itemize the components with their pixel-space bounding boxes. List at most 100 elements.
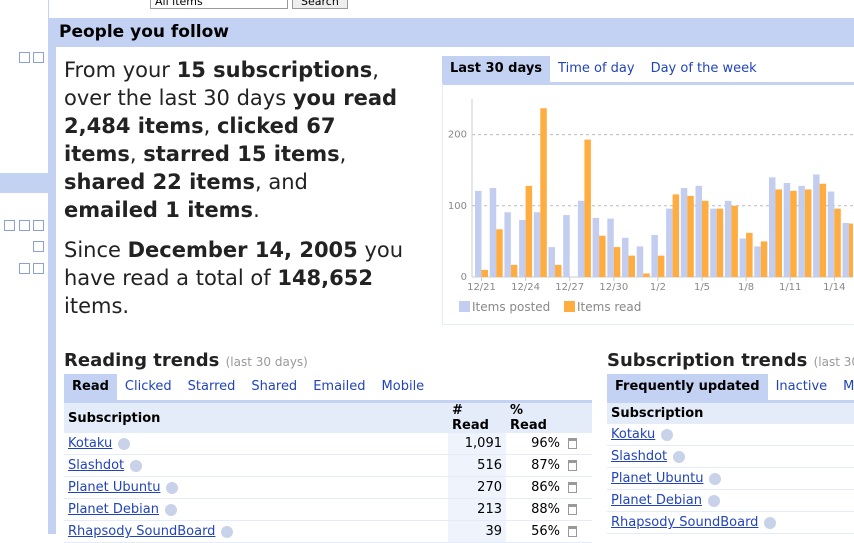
go-icon[interactable] — [707, 494, 720, 507]
tab[interactable]: Read — [64, 374, 117, 400]
add-icon[interactable] — [19, 220, 30, 231]
subscription-link[interactable]: Rhapsody SoundBoard — [611, 515, 759, 530]
x-tick-label: 12/21 — [467, 282, 496, 293]
sidebar — [0, 0, 49, 534]
table: Subscription # Read% Read Kotaku 1,091 96% Sl… — [64, 400, 592, 543]
go-icon[interactable] — [118, 437, 131, 450]
legend-swatch — [564, 301, 575, 312]
trash-icon[interactable] — [568, 460, 577, 471]
menu-icon[interactable] — [33, 52, 44, 63]
subscription-link[interactable]: Planet Debian — [68, 502, 159, 517]
comment-icon[interactable] — [4, 220, 15, 231]
section-title: Reading trends (last 30 days) — [64, 350, 592, 371]
cell — [564, 520, 592, 543]
tab[interactable]: Most — [843, 379, 854, 394]
collapse-icon[interactable] — [19, 263, 30, 274]
bar — [666, 208, 673, 277]
subscription-link[interactable]: Planet Ubuntu — [611, 471, 704, 486]
bar — [739, 238, 747, 277]
summary: From your 15 subscriptions, over the las… — [64, 56, 404, 332]
cell: Rhapsody SoundBoard — [64, 520, 448, 543]
subscription-link[interactable]: Slashdot — [68, 458, 125, 473]
table: Subscription Kotaku Slashdot Planet Ubuntu P… — [607, 400, 854, 534]
tab[interactable]: Inactive — [775, 379, 828, 394]
row: Planet Ubuntu — [607, 467, 854, 490]
subscription-link[interactable]: Planet Debian — [611, 493, 702, 508]
y-tick-label: 100 — [448, 201, 467, 212]
tab[interactable]: Clicked — [124, 379, 172, 394]
cell: Slashdot — [64, 454, 448, 477]
trash-icon[interactable] — [568, 504, 577, 515]
trash-icon[interactable] — [568, 482, 577, 493]
summary-text: , — [129, 142, 144, 166]
bar — [613, 247, 621, 277]
subscription-link[interactable]: Slashdot — [611, 449, 668, 464]
go-icon[interactable] — [221, 525, 234, 538]
bar — [760, 241, 768, 277]
bar — [804, 189, 812, 277]
bar — [746, 232, 753, 277]
tab[interactable]: Last 30 days — [442, 56, 551, 82]
summary-text: clicked 67 items — [64, 114, 336, 166]
subscription-link[interactable]: Planet Ubuntu — [68, 480, 161, 495]
cell — [564, 433, 592, 455]
summary-text: , — [203, 114, 217, 138]
tab[interactable]: Emailed — [313, 379, 366, 394]
summary-text: , over the last 30 days — [64, 58, 379, 110]
bar — [716, 208, 724, 277]
collapse-icon[interactable] — [19, 52, 30, 63]
go-icon[interactable] — [166, 481, 179, 494]
go-icon[interactable] — [673, 450, 686, 463]
menu-icon[interactable] — [33, 220, 44, 231]
row: Planet Debian 213 88% — [64, 498, 592, 521]
subscription-link[interactable]: Rhapsody SoundBoard — [68, 524, 216, 539]
trash-icon[interactable] — [568, 526, 577, 537]
cell: Kotaku — [64, 433, 448, 455]
tab[interactable]: Day of the week — [650, 61, 757, 76]
subscription-link[interactable]: Kotaku — [68, 436, 113, 451]
selected-nav[interactable] — [0, 173, 48, 193]
tab[interactable]: Time of day — [558, 61, 635, 76]
go-icon[interactable] — [164, 503, 177, 516]
bar — [548, 247, 555, 277]
legend-label: Items read — [577, 300, 641, 314]
go-icon[interactable] — [709, 472, 722, 485]
cell: 56% — [506, 520, 564, 543]
cell: 96% — [506, 433, 564, 455]
trash-icon[interactable] — [568, 438, 577, 449]
scope-select[interactable]: All items — [150, 0, 288, 9]
column-header-spacer — [564, 400, 592, 433]
tab[interactable]: Shared — [251, 379, 298, 394]
search-button[interactable]: Search — [292, 0, 348, 9]
go-icon[interactable] — [130, 459, 143, 472]
go-icon[interactable] — [764, 516, 777, 529]
bar — [680, 188, 688, 277]
x-tick-label: 1/8 — [738, 282, 754, 293]
cell: Planet Ubuntu — [607, 467, 854, 490]
add-icon[interactable] — [33, 241, 44, 252]
collapse-strip[interactable] — [48, 47, 56, 534]
section-title-text: Reading trends — [64, 350, 220, 371]
tab[interactable]: Frequently updated — [607, 374, 768, 400]
bar — [510, 264, 518, 277]
go-icon[interactable] — [661, 428, 674, 441]
tab[interactable]: Starred — [187, 379, 236, 394]
cell: 39 — [448, 520, 506, 543]
tab[interactable]: Mobile — [381, 379, 425, 394]
summary-text: , — [339, 142, 347, 166]
summary-text: starred 15 items — [143, 142, 340, 166]
cell: 86% — [506, 476, 564, 499]
column-header: # Read — [448, 400, 506, 433]
bar — [834, 208, 841, 277]
subscription-link[interactable]: Kotaku — [611, 427, 656, 442]
section-title-text: Subscription trends — [607, 350, 808, 371]
menu-icon[interactable] — [33, 263, 44, 274]
bar — [842, 222, 849, 277]
cell: Planet Debian — [607, 489, 854, 512]
cell: Slashdot — [607, 445, 854, 468]
bar — [481, 269, 488, 277]
chart-tabs: Last 30 days Time of day Day of the week — [442, 56, 854, 82]
legend-swatch — [459, 301, 470, 312]
cell — [564, 454, 592, 477]
